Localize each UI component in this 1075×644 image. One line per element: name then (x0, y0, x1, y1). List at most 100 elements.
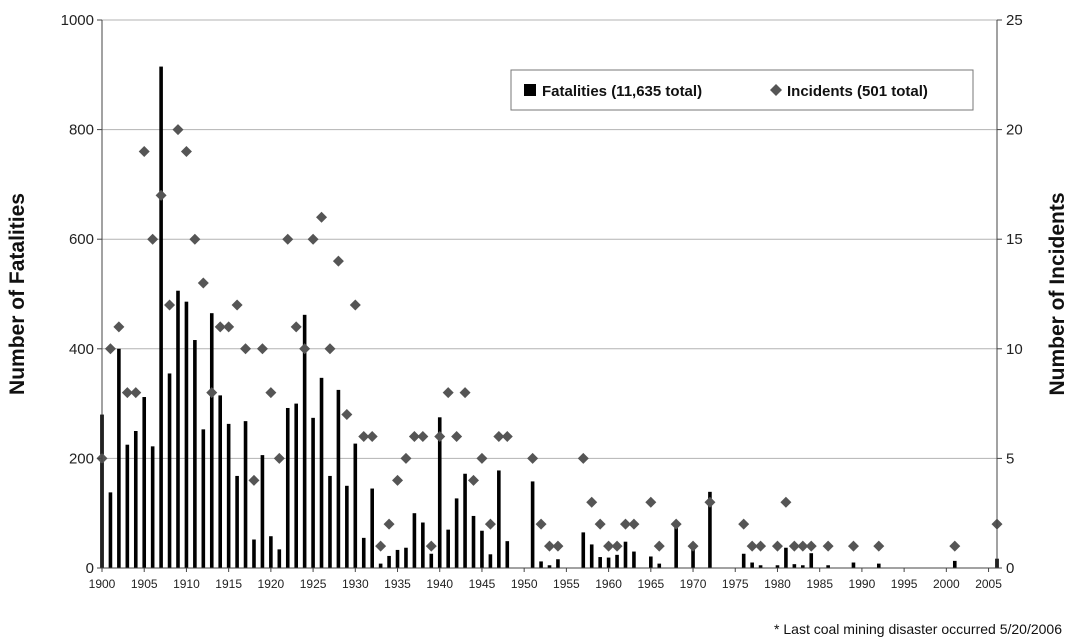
fatalities-bar (159, 66, 163, 568)
legend-fatalities-label: Fatalities (11,635 total) (542, 83, 702, 100)
incident-marker (240, 343, 252, 355)
fatalities-bar (556, 559, 560, 568)
fatalities-bar (311, 417, 315, 568)
fatalities-bar (454, 498, 459, 568)
incident-marker (670, 518, 682, 530)
incident-marker (552, 540, 564, 552)
incident-marker (611, 540, 623, 552)
incident-marker (197, 277, 209, 289)
x-tick-label: 1920 (258, 577, 285, 591)
incident-marker (180, 146, 192, 158)
fatalities-bar (741, 553, 746, 568)
fatalities-bar (649, 556, 653, 568)
fatalities-bar (674, 525, 678, 568)
fatalities-bar (421, 522, 425, 568)
incidents-markers (96, 124, 1003, 552)
incident-marker (451, 430, 463, 442)
fatalities-bar (370, 488, 374, 568)
fatalities-bar (328, 475, 332, 568)
fatalities-bar (505, 541, 510, 568)
fatalities-bar (395, 549, 400, 568)
fatalities-bar (488, 554, 493, 568)
fatalities-bar (193, 340, 197, 568)
fatalities-bar (691, 547, 695, 568)
incident-marker (653, 540, 665, 552)
incident-marker (332, 255, 344, 267)
incident-marker (577, 452, 589, 464)
incident-marker (687, 540, 699, 552)
fatalities-bar (142, 397, 147, 568)
fatalities-bar (285, 407, 290, 568)
fatalities-bar (387, 555, 391, 568)
incident-marker (645, 496, 657, 508)
fatalities-bar (708, 491, 712, 568)
x-tick-label: 1910 (173, 577, 200, 591)
y2-tick-label: 5 (1006, 450, 1014, 467)
fatalities-bar (235, 475, 239, 568)
axes (101, 20, 998, 569)
incident-marker (392, 474, 404, 486)
incident-marker (113, 321, 125, 333)
fatalities-bar (133, 431, 138, 568)
incident-marker (949, 540, 961, 552)
x-tick-label: 1915 (215, 577, 242, 591)
fatalities-bar (758, 565, 763, 568)
incident-marker (316, 211, 328, 223)
y2-tick-label: 20 (1006, 122, 1023, 139)
incident-marker (138, 146, 150, 158)
fatalities-bar (657, 563, 662, 568)
fatalities-bar (260, 455, 265, 568)
incident-marker (299, 343, 311, 355)
y-tick-label: 800 (69, 122, 94, 139)
incident-marker (628, 518, 640, 530)
incident-marker (822, 540, 834, 552)
fatalities-bar (404, 547, 408, 568)
incident-marker (383, 518, 395, 530)
y-tick-label: 400 (69, 341, 94, 358)
fatalities-bar (581, 532, 586, 568)
fatalities-bar (784, 547, 788, 568)
right-axis-ticks: 0 5 10 15 20 25 (997, 12, 1023, 577)
y-tick-label: 1000 (61, 12, 94, 29)
x-tick-label: 1945 (469, 577, 496, 591)
incident-marker (214, 321, 226, 333)
incident-marker (755, 540, 767, 552)
incident-marker (349, 299, 361, 311)
x-tick-label: 1980 (764, 577, 791, 591)
incident-marker (248, 474, 260, 486)
fatalities-bar (952, 560, 957, 568)
legend-incidents-marker (770, 84, 782, 96)
incident-marker (771, 540, 783, 552)
incident-marker (273, 452, 285, 464)
fatalities-bar (437, 417, 442, 568)
incident-marker (164, 299, 176, 311)
x-tick-label: 1930 (342, 577, 369, 591)
y-axis-title: Number of Fatalities (6, 193, 29, 395)
incident-marker (873, 540, 885, 552)
fatalities-bar (277, 549, 282, 568)
fatalities-bar (319, 377, 324, 568)
incident-marker (484, 518, 496, 530)
footnote: * Last coal mining disaster occurred 5/2… (774, 621, 1062, 637)
gridlines (102, 19, 997, 459)
incident-marker (307, 233, 319, 245)
x-tick-label: 2000 (933, 577, 960, 591)
x-tick-label: 1905 (131, 577, 158, 591)
x-tick-label: 1990 (849, 577, 876, 591)
fatalities-bar (497, 470, 501, 568)
x-tick-label: 1925 (300, 577, 327, 591)
y-tick-label: 0 (86, 560, 94, 577)
legend: Fatalities (11,635 total) Incidents (501… (510, 69, 974, 111)
y2-tick-label: 10 (1006, 341, 1023, 358)
fatalities-bar (750, 562, 754, 568)
fatalities-bar (209, 313, 214, 568)
incident-marker (417, 430, 429, 442)
x-tick-label: 1985 (806, 577, 833, 591)
incident-marker (425, 540, 437, 552)
fatalities-bar (801, 565, 805, 568)
x-tick-label: 1970 (680, 577, 707, 591)
fatalities-bar (125, 444, 130, 568)
fatalities-bar (876, 563, 881, 568)
left-axis-ticks: 0 200 400 600 800 1000 (61, 12, 102, 577)
x-tick-label: 1940 (426, 577, 453, 591)
